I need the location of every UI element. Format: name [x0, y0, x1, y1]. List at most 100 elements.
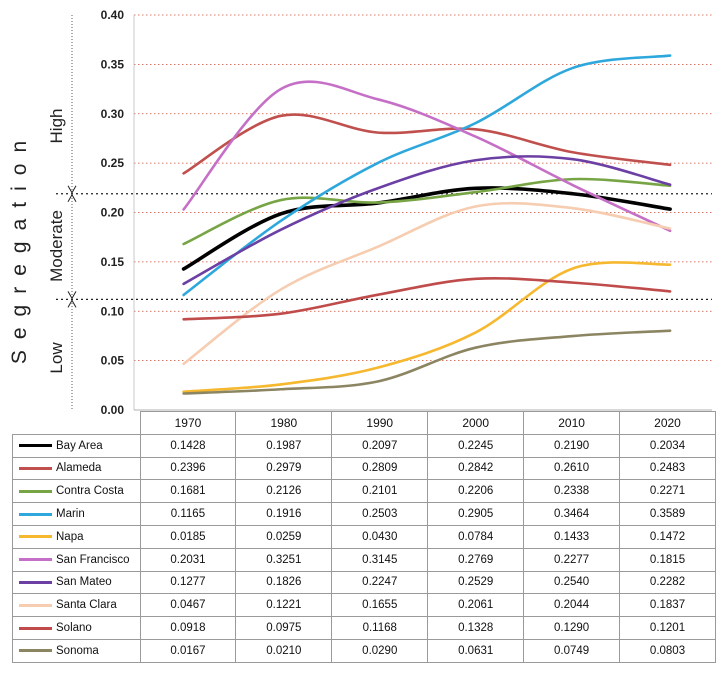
table-row: Contra Costa 0.1681 0.2126 0.2101 0.2206 0.23…	[12, 479, 716, 504]
legend-entry: San Mateo	[12, 570, 141, 595]
data-label: 0.2483	[619, 456, 716, 481]
data-label: 0.0918	[139, 616, 237, 640]
data-label: 0.1655	[331, 593, 429, 618]
band-markers: High Moderate Low	[47, 15, 712, 410]
data-label: 0.2271	[619, 479, 716, 504]
data-label: 0.0467	[139, 593, 237, 618]
y-tick-label: 0.35	[101, 57, 125, 71]
data-label: 0.0185	[139, 524, 237, 549]
data-label: 0.1428	[139, 433, 237, 458]
data-label: 0.2503	[331, 502, 429, 526]
data-label: 0.1826	[235, 570, 333, 595]
legend-entry: Alameda	[12, 456, 141, 481]
legend-entry: Sonoma	[12, 638, 141, 663]
data-label: 0.2044	[523, 593, 621, 618]
legend-swatch	[19, 603, 52, 607]
series-name: Contra Costa	[56, 485, 124, 498]
data-label: 0.0631	[427, 638, 525, 663]
series-line-napa	[182, 261, 672, 394]
legend-swatch	[19, 558, 52, 562]
legend-entry: Contra Costa	[12, 479, 141, 504]
data-label: 0.1201	[619, 616, 716, 640]
legend-swatch	[19, 512, 52, 516]
data-label: 0.2206	[427, 479, 525, 504]
series-lines	[181, 54, 672, 395]
grid	[134, 14, 712, 362]
series-line-santa-clara	[182, 201, 672, 366]
data-label: 0.2540	[523, 570, 621, 595]
series-line-marin	[182, 54, 672, 297]
legend-swatch	[19, 444, 52, 448]
series-name: San Mateo	[56, 576, 112, 589]
table-body: Bay Area 0.1428 0.1987 0.2097 0.2245 0.2190 0.…	[12, 433, 716, 663]
table-row: Sonoma 0.0167 0.0210 0.0290 0.0631 0.0749 0.08…	[12, 638, 716, 663]
table-row: Bay Area 0.1428 0.1987 0.2097 0.2245 0.2190 0.…	[12, 433, 716, 458]
table-row: Marin 0.1165 0.1916 0.2503 0.2905 0.3464 0.358…	[12, 502, 716, 526]
data-label: 0.2282	[619, 570, 716, 595]
data-label: 0.1987	[235, 433, 333, 458]
data-label: 0.2809	[331, 456, 429, 481]
data-label: 0.0749	[523, 638, 621, 663]
legend-entry: Napa	[12, 524, 141, 549]
data-label: 0.1221	[235, 593, 333, 618]
data-label: 0.2247	[331, 570, 429, 595]
legend-entry: Bay Area	[12, 433, 141, 458]
data-label: 0.0290	[331, 638, 429, 663]
legend-entry: Santa Clara	[12, 593, 141, 618]
data-label: 0.1681	[139, 479, 237, 504]
data-label: 0.1472	[619, 524, 716, 549]
y-tick-label: 0.25	[101, 156, 125, 170]
data-label: 0.2610	[523, 456, 621, 481]
legend-swatch	[19, 535, 52, 539]
y-axis-label: Segregation	[8, 130, 31, 364]
legend-entry: San Francisco	[12, 547, 141, 572]
series-name: Bay Area	[56, 439, 103, 452]
data-label: 0.2245	[427, 433, 525, 458]
arrow-down-icon	[67, 185, 77, 194]
data-label: 0.2034	[619, 433, 716, 458]
arrow-up-icon	[67, 299, 77, 308]
data-label: 0.2979	[235, 456, 333, 481]
x-tick-label: 1990	[331, 411, 429, 435]
series-name: Solano	[56, 622, 92, 635]
table-row: San Francisco 0.2031 0.3251 0.3145 0.2769 0.2…	[12, 547, 716, 572]
data-label: 0.2031	[139, 547, 237, 572]
band-label-low: Low	[47, 342, 66, 374]
y-tick-label: 0.30	[101, 107, 125, 121]
data-label: 0.1290	[523, 616, 621, 640]
data-label: 0.2101	[331, 479, 429, 504]
data-label: 0.0430	[331, 524, 429, 549]
data-label: 0.1168	[331, 616, 429, 640]
data-label: 0.1165	[139, 502, 237, 526]
data-label: 0.0167	[139, 638, 237, 663]
series-line-solano	[182, 276, 672, 321]
data-label: 0.2190	[523, 433, 621, 458]
y-axis-title: Segregation	[8, 130, 31, 364]
table-corner	[12, 411, 141, 435]
data-label: 0.2842	[427, 456, 525, 481]
data-label: 0.2338	[523, 479, 621, 504]
data-label: 0.0803	[619, 638, 716, 663]
y-tick-label: 0.40	[101, 8, 125, 22]
legend-swatch	[19, 489, 52, 493]
x-tick-label: 2020	[619, 411, 716, 435]
data-label: 0.0784	[427, 524, 525, 549]
data-table: 1970 1980 1990 2000 2010 2020 Bay Area 0.1428 0…	[12, 411, 716, 663]
data-label: 0.3589	[619, 502, 716, 526]
legend-swatch	[19, 580, 52, 584]
data-label: 0.3464	[523, 502, 621, 526]
data-label: 0.1328	[427, 616, 525, 640]
series-name: Napa	[56, 530, 84, 543]
data-label: 0.3145	[331, 547, 429, 572]
data-label: 0.2769	[427, 547, 525, 572]
series-line-bay-area	[181, 186, 672, 271]
band-label-high: High	[47, 109, 66, 144]
table-row: Solano 0.0918 0.0975 0.1168 0.1328 0.1290 0.12…	[12, 616, 716, 640]
series-line-san-mateo	[182, 155, 672, 286]
data-label: 0.2277	[523, 547, 621, 572]
y-axis: 0.000.050.100.150.200.250.300.350.40	[101, 8, 712, 417]
data-label: 0.1815	[619, 547, 716, 572]
x-tick-label: 2010	[523, 411, 621, 435]
series-line-alameda	[182, 113, 672, 175]
data-label: 0.2097	[331, 433, 429, 458]
